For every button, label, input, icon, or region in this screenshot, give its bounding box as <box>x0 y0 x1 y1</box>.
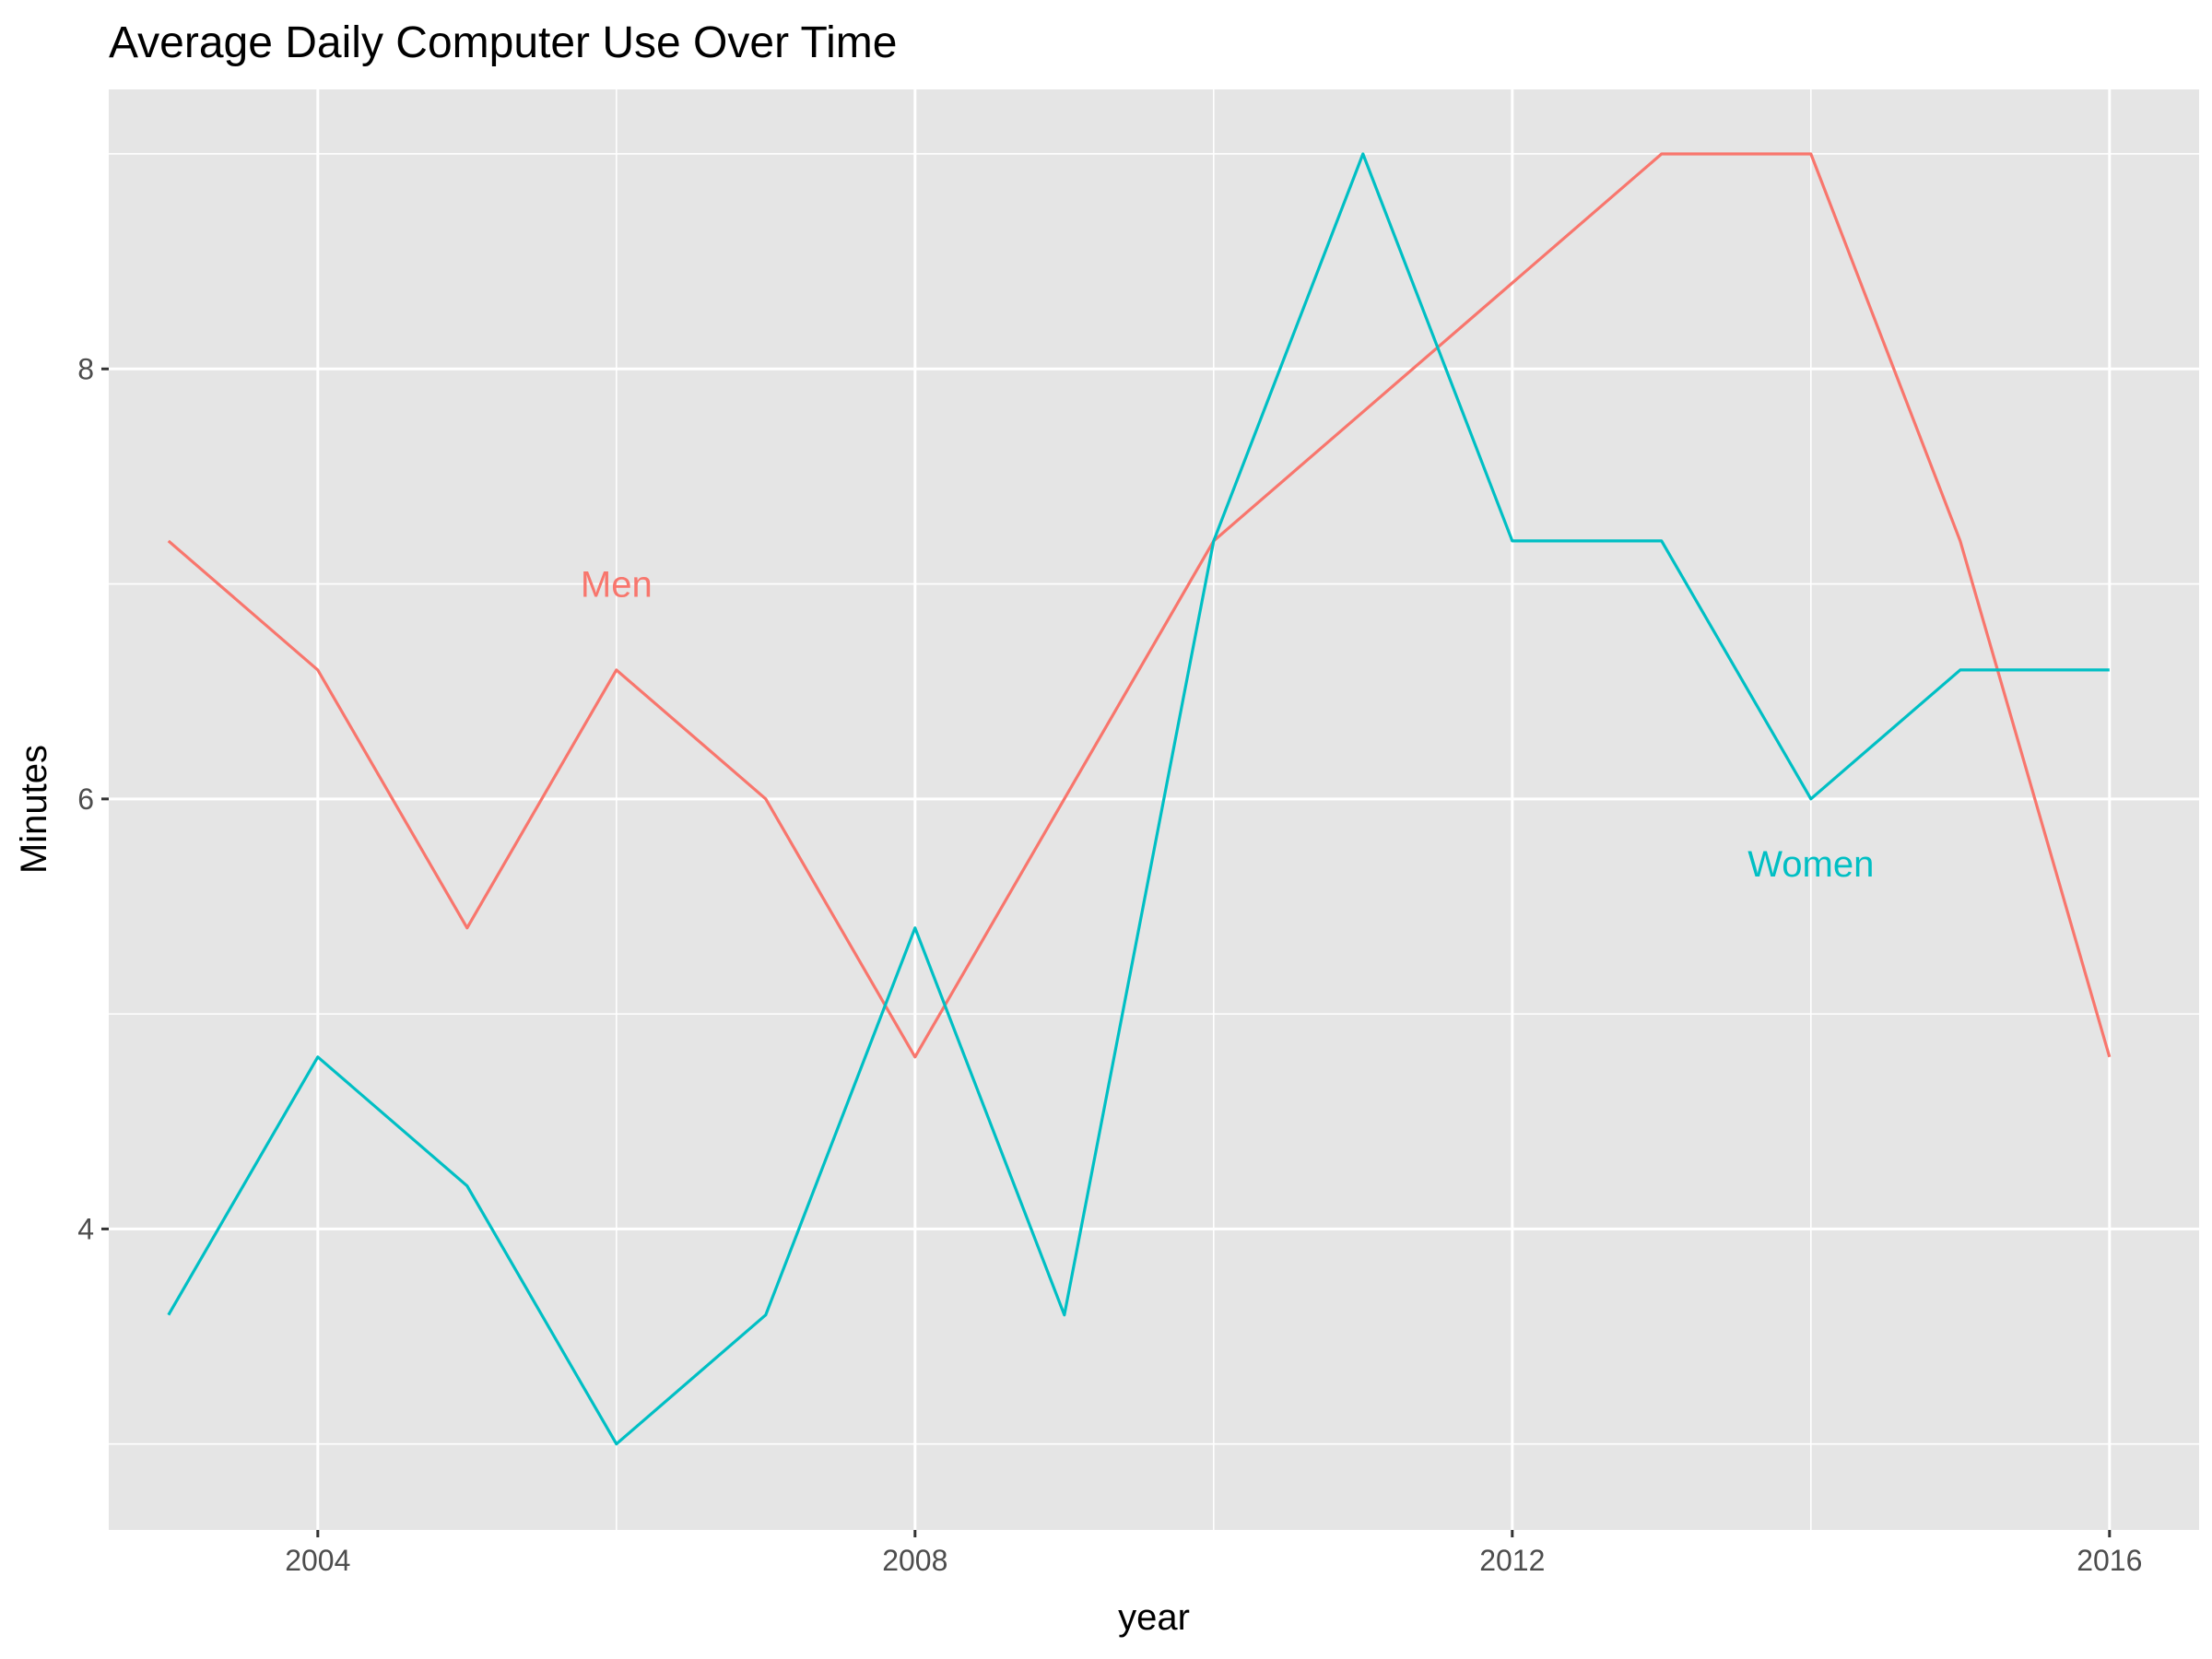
minor-gridlines <box>109 89 2199 1530</box>
series-line-women <box>167 152 2110 1446</box>
series-labels: Men Women <box>581 565 1874 885</box>
series-label-women: Women <box>1747 844 1874 885</box>
x-axis-title: year <box>1118 1597 1190 1638</box>
series-label-men: Men <box>581 565 653 606</box>
y-tick-label: 8 <box>77 352 94 385</box>
chart-title: Average Daily Computer Use Over Time <box>109 18 897 67</box>
y-tick-label: 4 <box>77 1212 94 1245</box>
major-gridlines <box>109 89 2199 1530</box>
x-tick-label: 2012 <box>1479 1544 1545 1577</box>
series-layer <box>167 152 2112 1446</box>
x-tick-label: 2008 <box>882 1544 947 1577</box>
plot-panel <box>109 89 2199 1530</box>
y-axis: 4 6 8 <box>77 352 109 1245</box>
x-tick-label: 2016 <box>2077 1544 2142 1577</box>
x-axis: 2004 2008 2012 2016 <box>285 1530 2142 1577</box>
y-axis-title: Minutes <box>14 745 54 874</box>
x-tick-label: 2004 <box>285 1544 350 1577</box>
y-tick-label: 6 <box>77 782 94 816</box>
series-line-men <box>167 152 2112 1059</box>
